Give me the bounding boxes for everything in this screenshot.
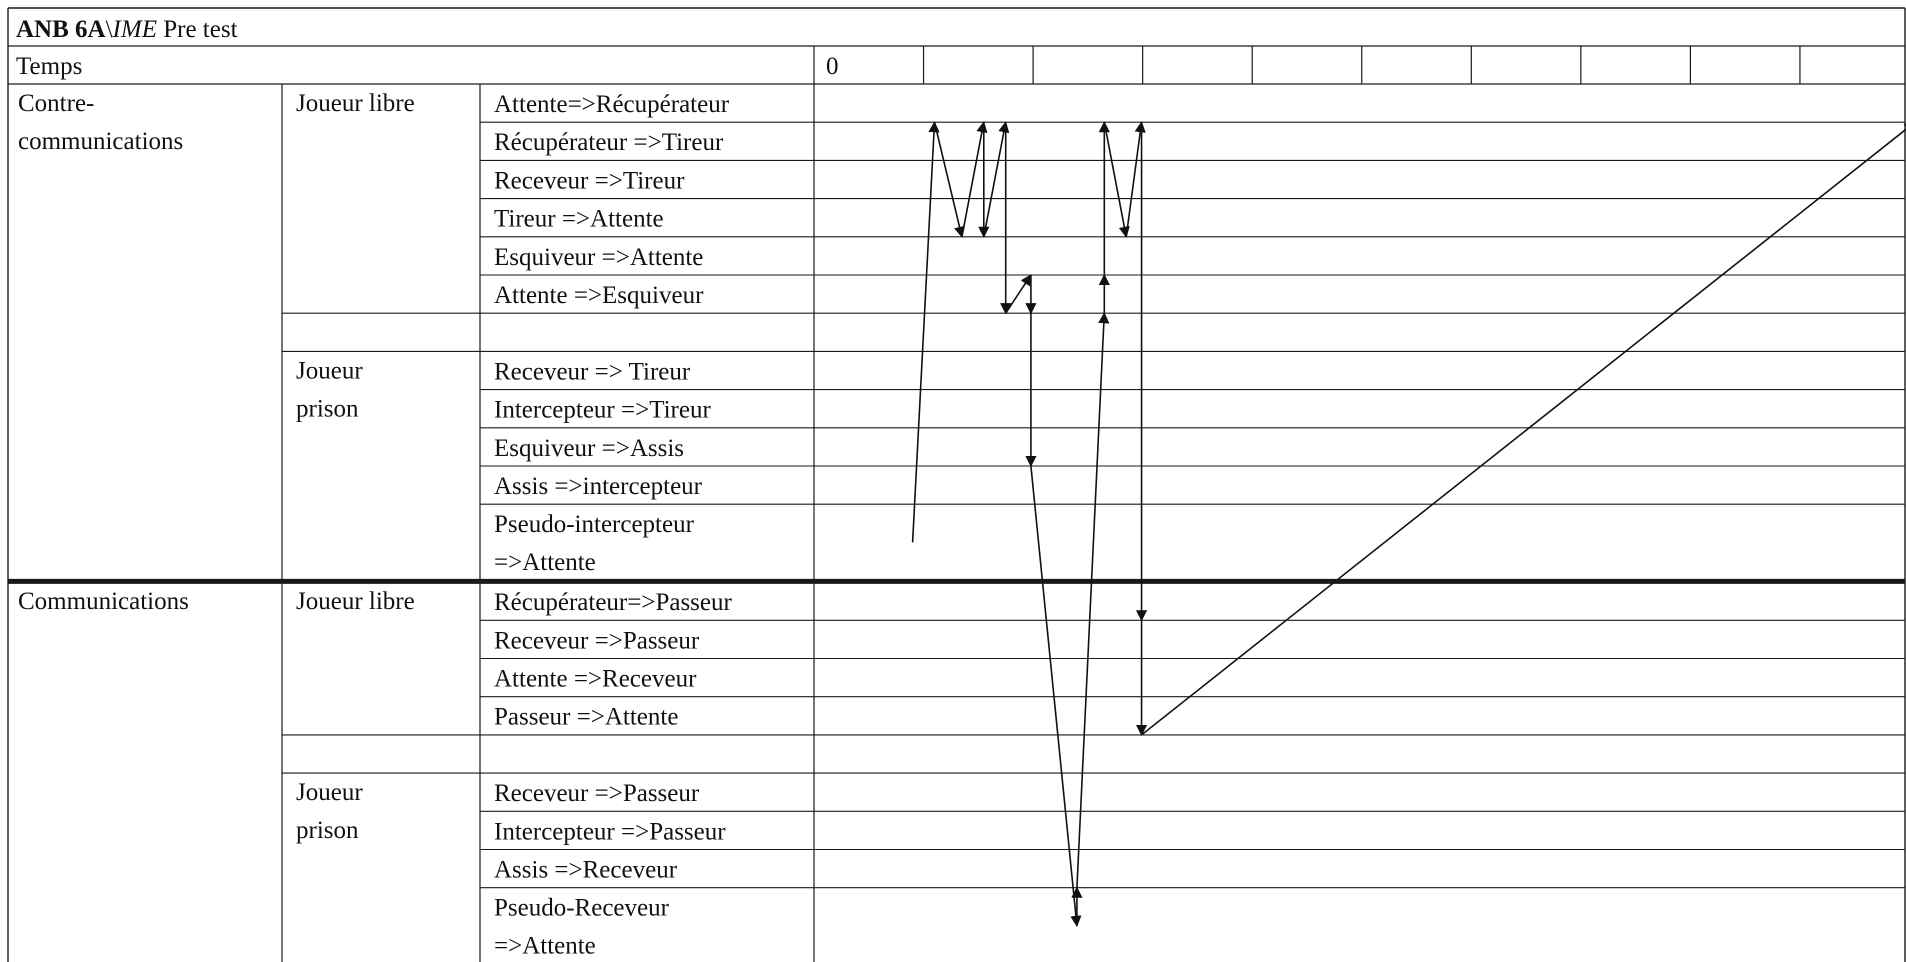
- group-label: prison: [296, 395, 359, 422]
- transition-arrow: [1125, 121, 1146, 237]
- title-institution: IME: [112, 16, 157, 43]
- row-label: Récupérateur =>Tireur: [494, 129, 724, 156]
- row-label: Receveur => Tireur: [494, 358, 691, 385]
- row-label: Attente =>Esquiveur: [494, 282, 704, 309]
- row-label: Pseudo-intercepteur: [494, 511, 695, 538]
- transition-arrow: [1030, 465, 1082, 928]
- title-separator: \: [106, 16, 113, 43]
- group-label: Joueur libre: [296, 90, 415, 117]
- row-label: =>Attente: [494, 549, 596, 576]
- row-label: =>Attente: [494, 933, 596, 960]
- row-label: Tireur =>Attente: [494, 206, 664, 233]
- group-label: Joueur: [296, 779, 363, 806]
- transition-arrow: [961, 121, 988, 237]
- section-label: communications: [18, 128, 183, 155]
- section-label: Communications: [18, 588, 189, 615]
- row-label: Attente=>Récupérateur: [494, 91, 730, 118]
- transition-arrow: [1103, 122, 1130, 238]
- row-label: Receveur =>Passeur: [494, 627, 700, 654]
- row-label: Esquiveur =>Attente: [494, 244, 703, 271]
- row-label: Pseudo-Receveur: [494, 895, 670, 922]
- group-label: Joueur libre: [296, 588, 415, 615]
- row-label: Passeur =>Attente: [494, 704, 678, 731]
- row-label: Receveur =>Passeur: [494, 780, 700, 807]
- group-label: prison: [296, 817, 359, 844]
- section-label: Contre-: [18, 90, 94, 117]
- row-label: Intercepteur =>Tireur: [494, 397, 711, 424]
- title-class: ANB 6A: [16, 16, 106, 43]
- title-phase: Pre test: [157, 16, 238, 43]
- transition-arrow: [1076, 312, 1110, 888]
- transition-arrow: [911, 121, 940, 543]
- transition-arrow: [1005, 274, 1032, 314]
- row-label: Intercepteur =>Passeur: [494, 818, 726, 845]
- time-tick-label: 0: [826, 53, 839, 80]
- row-label: Assis =>intercepteur: [494, 473, 703, 500]
- table-title: ANB 6A\IME Pre test: [16, 16, 238, 43]
- row-label: Récupérateur=>Passeur: [494, 589, 733, 616]
- transition-arrow: [1141, 121, 1906, 736]
- row-label: Assis =>Receveur: [494, 857, 678, 884]
- transition-arrow: [983, 121, 1010, 237]
- transition-arrow: [933, 122, 965, 238]
- group-label: Joueur: [296, 357, 363, 384]
- row-label: Esquiveur =>Assis: [494, 435, 684, 462]
- row-label: Receveur =>Tireur: [494, 167, 685, 194]
- time-row-label: Temps: [16, 53, 82, 80]
- row-label: Attente =>Receveur: [494, 666, 697, 693]
